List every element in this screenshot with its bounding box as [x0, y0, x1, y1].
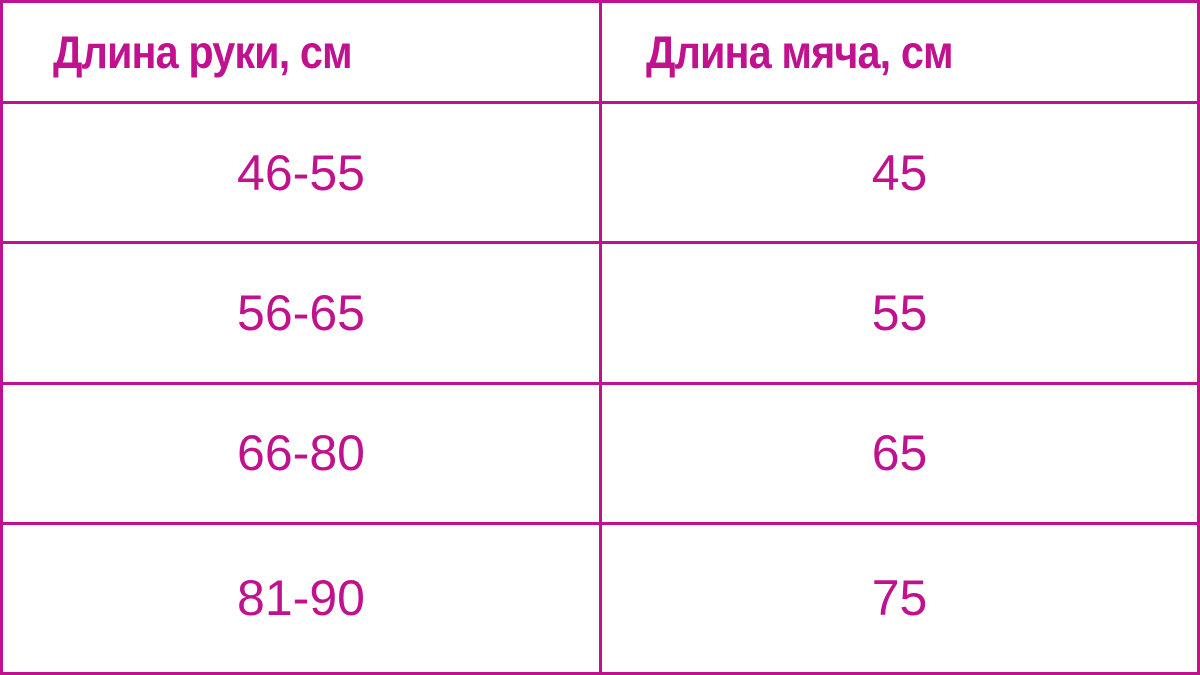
- header-ball-length: Длина мяча, см: [599, 0, 1200, 105]
- ball-length-cell: 45: [599, 101, 1200, 245]
- ball-length-cell: 65: [599, 381, 1200, 525]
- ball-length-cell: 75: [599, 521, 1200, 675]
- header-row: Длина руки, см Длина мяча, см: [0, 0, 1200, 105]
- table-row: 66-80 65: [0, 381, 1200, 525]
- arm-length-cell: 66-80: [0, 381, 602, 525]
- header-arm-length: Длина руки, см: [0, 0, 602, 105]
- arm-length-cell: 56-65: [0, 241, 602, 385]
- table-row: 56-65 55: [0, 241, 1200, 385]
- arm-length-cell: 81-90: [0, 521, 602, 675]
- table-row: 46-55 45: [0, 101, 1200, 245]
- ball-length-cell: 55: [599, 241, 1200, 385]
- arm-length-cell: 46-55: [0, 101, 602, 245]
- table-row: 81-90 75: [0, 521, 1200, 675]
